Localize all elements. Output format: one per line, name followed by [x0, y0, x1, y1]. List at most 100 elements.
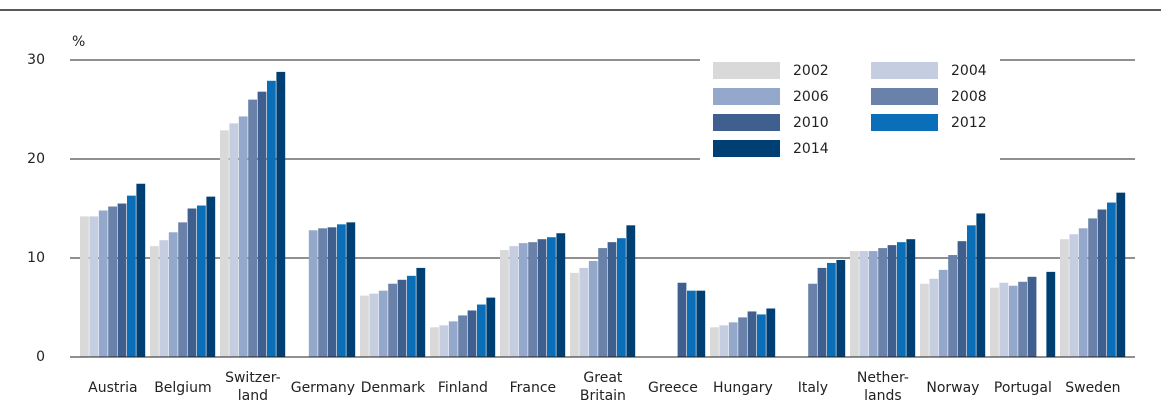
legend-swatch	[713, 140, 780, 157]
bar	[197, 205, 206, 357]
bar	[467, 310, 477, 357]
legend-label: 2006	[793, 89, 829, 105]
bar	[887, 245, 897, 357]
bar	[458, 315, 467, 357]
bar	[868, 251, 878, 357]
bar	[238, 116, 248, 358]
bar	[318, 228, 327, 357]
y-axis-label: %	[72, 34, 85, 50]
bar	[696, 290, 706, 357]
legend-swatch	[871, 62, 938, 79]
bar	[999, 282, 1009, 357]
bar	[168, 232, 178, 357]
bar	[990, 287, 999, 357]
legend-swatch	[871, 114, 938, 131]
x-tick-label: Norway	[926, 380, 979, 396]
legend-label: 2010	[793, 115, 829, 131]
bar	[98, 210, 108, 357]
bar	[127, 195, 136, 357]
bar	[206, 196, 216, 357]
x-tick-label: Nether-lands	[857, 370, 909, 404]
bar	[757, 314, 766, 357]
bar	[817, 267, 827, 357]
bar	[248, 99, 257, 357]
y-tick-label: 0	[36, 349, 45, 365]
bar	[518, 243, 528, 357]
bar	[747, 311, 757, 357]
bar	[407, 275, 416, 357]
bar	[808, 283, 817, 357]
y-tick-label: 30	[27, 52, 45, 68]
bar	[509, 246, 519, 357]
y-tick-label: 10	[27, 250, 45, 266]
bar	[929, 278, 939, 357]
bar	[1107, 202, 1116, 357]
bar	[378, 290, 388, 357]
bar	[1078, 228, 1088, 357]
bar	[500, 250, 509, 357]
bar	[187, 208, 197, 357]
bar	[967, 225, 976, 357]
x-tick-label: Sweden	[1065, 380, 1120, 396]
bar	[687, 290, 696, 357]
x-tick-label: Hungary	[713, 380, 773, 396]
bar	[836, 259, 846, 357]
legend-swatch	[713, 62, 780, 79]
bar	[388, 283, 397, 357]
x-tick-label: Denmark	[361, 380, 426, 396]
bar	[346, 222, 356, 357]
legend-label: 2004	[951, 63, 987, 79]
bar	[957, 241, 967, 357]
x-tick-label: Austria	[88, 380, 137, 396]
bar	[626, 225, 636, 357]
bar	[267, 80, 276, 357]
bar	[117, 203, 127, 357]
legend-label: 2008	[951, 89, 987, 105]
bar	[579, 267, 589, 357]
bar	[556, 233, 566, 357]
bar	[948, 255, 957, 357]
bar	[827, 262, 836, 357]
bar	[859, 251, 869, 357]
bar	[537, 239, 547, 357]
bar	[1060, 239, 1069, 357]
bar	[150, 246, 159, 357]
x-tick-label: Switzer-land	[225, 370, 281, 404]
bar	[897, 242, 906, 357]
bar	[677, 282, 687, 357]
bar	[89, 216, 99, 357]
bar	[1069, 234, 1079, 357]
bar	[486, 297, 496, 357]
bar	[416, 267, 426, 357]
x-tick-label: Great Britain	[580, 370, 626, 404]
bar	[397, 279, 407, 357]
bar	[938, 269, 948, 357]
bar	[477, 304, 486, 357]
bar	[327, 227, 337, 357]
bar	[448, 321, 458, 357]
bar	[1018, 281, 1027, 357]
bar	[337, 224, 346, 357]
legend-swatch	[713, 88, 780, 105]
bar	[1088, 218, 1097, 357]
bar	[607, 242, 617, 357]
bar	[598, 248, 607, 357]
bar	[738, 317, 747, 357]
bar	[1046, 271, 1056, 357]
bar	[710, 327, 719, 357]
bar	[728, 322, 738, 357]
bar	[430, 327, 439, 357]
x-tick-label: Greece	[648, 380, 698, 396]
legend-swatch	[713, 114, 780, 131]
bar	[360, 295, 369, 357]
bar	[1008, 285, 1018, 357]
x-tick-label: Portugal	[994, 380, 1052, 396]
bar	[159, 240, 169, 357]
bar	[719, 325, 729, 357]
bar	[308, 230, 318, 357]
bar	[229, 123, 239, 357]
bar	[1097, 209, 1107, 357]
legend-label: 2014	[793, 141, 829, 157]
bar	[588, 260, 598, 357]
